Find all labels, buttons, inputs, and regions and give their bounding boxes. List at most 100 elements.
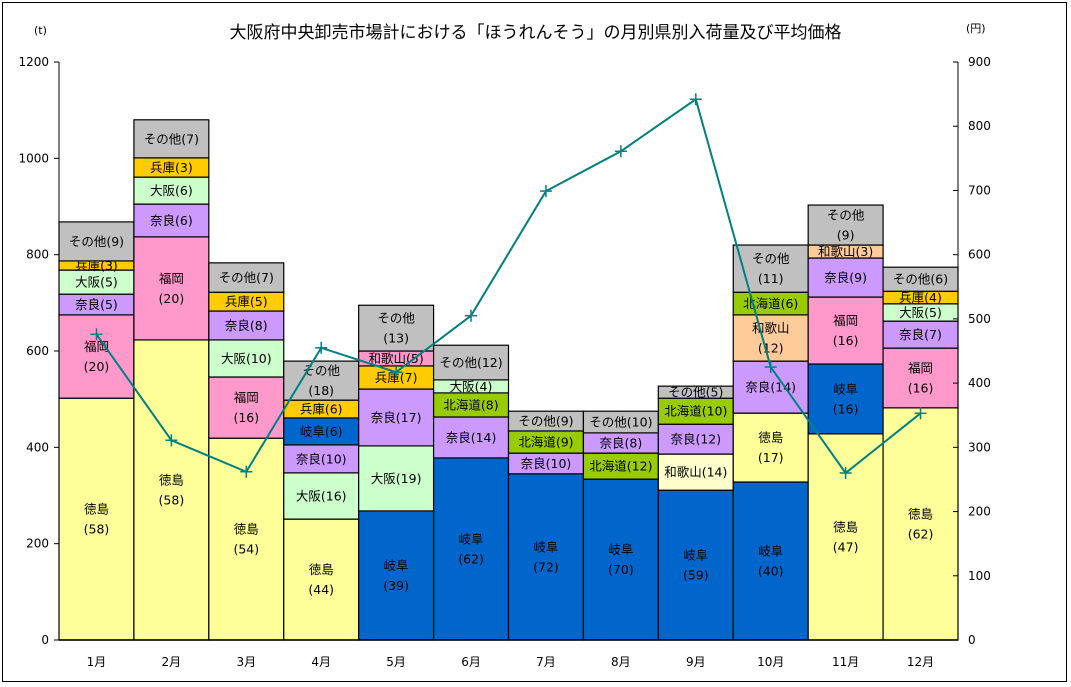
bar-segment-share: (20) (84, 359, 110, 374)
x-axis-category-label: 11月 (832, 655, 859, 669)
bar-segment-share: (62) (908, 526, 934, 541)
bar-segment (208, 339, 285, 378)
bar-segment-label: 和歌山(3) (818, 244, 873, 259)
x-axis-category-label: 5月 (386, 655, 406, 669)
bar-segment (807, 257, 884, 298)
bar-segment-label: 奈良(8) (600, 435, 643, 450)
x-axis-category-label: 1月 (87, 655, 107, 669)
bar-segment (807, 204, 884, 246)
bar-segment-label: 徳島 (833, 519, 858, 534)
bar-segment (657, 489, 734, 641)
bar-segment-label: 岐阜(6) (300, 424, 343, 439)
bar-segment (732, 244, 809, 293)
x-axis-category-label: 4月 (311, 655, 331, 669)
left-axis-tick-label: 800 (26, 248, 49, 262)
bar-segment-label: 兵庫(6) (300, 402, 343, 417)
right-axis-unit: (円) (966, 22, 986, 35)
bar-segment (432, 344, 510, 381)
bar-segment-share: (70) (608, 562, 634, 577)
right-axis-tick-label: 400 (968, 376, 991, 390)
bar-segment-label: 奈良(8) (225, 318, 268, 333)
bar-segment-share: (59) (683, 568, 709, 583)
bar-segment-label: 北海道(12) (589, 459, 652, 474)
bar-segment (882, 347, 959, 409)
bar-segment-label: 奈良(10) (521, 456, 572, 471)
bar-segment (58, 397, 135, 641)
x-axis-category-label: 8月 (611, 655, 631, 669)
bar-segment-label: 福岡 (833, 313, 858, 328)
bar-segment-label: 奈良(12) (670, 432, 721, 447)
bar-segment-share: (16) (833, 401, 859, 416)
bar-segment (807, 433, 884, 641)
bar-segment (358, 510, 435, 641)
bar-segment (133, 176, 210, 205)
bar-segment-label: 北海道(8) (443, 397, 498, 412)
bar-segment-label: 奈良(5) (75, 297, 118, 312)
bar-segment (432, 416, 510, 459)
left-axis-tick-label: 600 (26, 344, 49, 358)
bar-segment (208, 310, 285, 341)
left-axis-unit: (t) (34, 24, 47, 37)
bar-segment-label: 徳島 (758, 430, 783, 445)
left-axis-tick-label: 1200 (18, 55, 49, 69)
bar-segment-share: (12) (758, 340, 784, 355)
bar-segment-label: 奈良(10) (296, 451, 347, 466)
x-axis-category-label: 10月 (757, 655, 784, 669)
bar-segment-share: (16) (908, 380, 934, 395)
bar-segment-label: 徳島 (309, 562, 334, 577)
bar-segment-label: 和歌山(14) (664, 465, 727, 480)
right-axis-tick-label: 900 (968, 55, 991, 69)
bar-segment-share: (11) (758, 271, 784, 286)
right-axis-tick-label: 500 (968, 312, 991, 326)
bar-segment-label: 福岡 (908, 360, 933, 375)
bar-segment-label: その他 (827, 208, 865, 223)
bar-segment-share: (16) (833, 333, 859, 348)
bar-segment-share: (47) (833, 539, 859, 554)
bar-segment-label: 兵庫(5) (225, 294, 268, 309)
bar-segment-label: その他(5) (668, 385, 723, 400)
bar-segment (732, 314, 809, 362)
bar-segment-label: 兵庫(3) (150, 160, 193, 175)
right-axis-tick-label: 200 (968, 505, 991, 519)
bar-segment (358, 445, 435, 512)
price-line (95, 97, 922, 475)
bar-segment-label: その他(6) (893, 272, 948, 287)
bar-segment (208, 376, 285, 439)
bar-segment (358, 388, 435, 447)
bar-segment-share: (13) (383, 331, 409, 346)
bar-segment-label: 大阪(5) (75, 275, 118, 290)
bar-segment-label: 岐阜 (384, 558, 409, 573)
bar-segment-share: (58) (159, 492, 185, 507)
bar-segment (432, 457, 510, 641)
bar-segment-label: 大阪(16) (296, 488, 347, 503)
bar-segment-label: 福岡 (159, 271, 184, 286)
bar-segment-share: (58) (84, 522, 110, 537)
x-axis-category-label: 6月 (461, 655, 481, 669)
bar-segment-label: その他(12) (439, 355, 502, 370)
right-axis-tick-label: 100 (968, 569, 991, 583)
bar-segment (807, 363, 884, 435)
bar-segment-label: 北海道(9) (518, 435, 573, 450)
bar-segment (732, 412, 809, 483)
bar-segment-label: 兵庫(3) (75, 258, 118, 273)
bar-segment (133, 119, 210, 159)
bar-segment (283, 360, 360, 401)
bar-segment-label: 奈良(6) (150, 213, 193, 228)
bar-segment-share: (62) (458, 551, 484, 566)
left-axis-tick-label: 1000 (18, 151, 49, 165)
right-axis-tick-label: 700 (968, 183, 991, 197)
bar-segment-label: 岐阜 (533, 539, 558, 554)
bar-segment-label: 徳島 (84, 502, 109, 517)
bar-segment-share: (39) (383, 578, 409, 593)
left-axis-tick-label: 0 (41, 633, 49, 647)
x-axis-category-label: 9月 (686, 655, 706, 669)
bar-segment (807, 296, 884, 365)
bar-segment-label: 北海道(6) (743, 296, 798, 311)
bar-segment-label: 岐阜 (683, 548, 708, 563)
bar-segment (882, 407, 959, 641)
bar-segment-share: (44) (308, 582, 334, 597)
right-axis-tick-label: 300 (968, 440, 991, 454)
bar-segment-label: 岐阜 (608, 542, 633, 557)
x-axis-category-label: 12月 (907, 655, 934, 669)
